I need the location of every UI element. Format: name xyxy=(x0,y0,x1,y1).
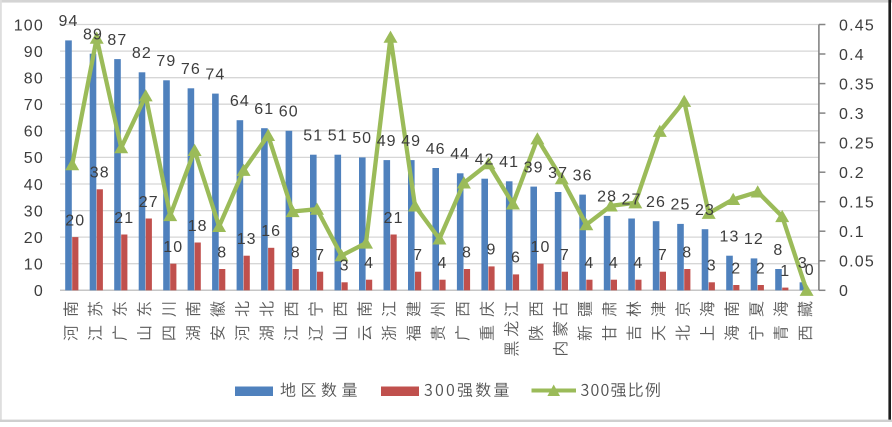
svg-text:4: 4 xyxy=(584,255,594,272)
svg-text:4: 4 xyxy=(609,255,619,272)
svg-text:3: 3 xyxy=(798,255,808,272)
svg-text:79: 79 xyxy=(156,53,176,70)
svg-text:7: 7 xyxy=(413,247,423,264)
svg-text:41: 41 xyxy=(499,154,519,171)
svg-text:13: 13 xyxy=(720,229,740,246)
svg-text:9: 9 xyxy=(487,242,497,259)
svg-text:28: 28 xyxy=(597,189,617,206)
svg-text:12: 12 xyxy=(744,231,764,248)
svg-text:39: 39 xyxy=(524,159,544,176)
svg-text:21: 21 xyxy=(384,210,404,227)
svg-text:0.3: 0.3 xyxy=(839,106,865,123)
svg-text:60: 60 xyxy=(24,124,44,141)
svg-text:8: 8 xyxy=(773,242,783,259)
svg-text:0.2: 0.2 xyxy=(839,165,865,182)
svg-text:0.25: 0.25 xyxy=(839,135,875,152)
svg-text:27: 27 xyxy=(139,194,159,211)
svg-text:50: 50 xyxy=(352,130,372,147)
svg-text:6: 6 xyxy=(511,250,521,267)
svg-text:80: 80 xyxy=(24,71,44,88)
svg-text:37: 37 xyxy=(548,165,568,182)
svg-text:2: 2 xyxy=(731,260,741,277)
svg-text:8: 8 xyxy=(217,244,227,261)
svg-text:0.05: 0.05 xyxy=(839,254,875,271)
svg-text:0.15: 0.15 xyxy=(839,195,875,212)
svg-text:76: 76 xyxy=(181,61,201,78)
svg-text:0: 0 xyxy=(34,283,44,300)
svg-text:2: 2 xyxy=(756,260,766,277)
svg-text:0.1: 0.1 xyxy=(839,224,865,241)
svg-text:8: 8 xyxy=(291,244,301,261)
svg-text:64: 64 xyxy=(230,93,250,110)
svg-text:49: 49 xyxy=(401,133,421,150)
svg-text:21: 21 xyxy=(114,210,134,227)
svg-text:27: 27 xyxy=(622,191,642,208)
svg-text:44: 44 xyxy=(450,146,470,163)
svg-text:7: 7 xyxy=(560,247,570,264)
svg-text:7: 7 xyxy=(315,247,325,264)
svg-text:20: 20 xyxy=(65,212,85,229)
svg-text:10: 10 xyxy=(531,239,551,256)
svg-text:23: 23 xyxy=(695,202,715,219)
svg-text:50: 50 xyxy=(24,150,44,167)
svg-text:82: 82 xyxy=(132,45,152,62)
svg-text:16: 16 xyxy=(261,223,281,240)
svg-text:60: 60 xyxy=(279,104,299,121)
svg-text:36: 36 xyxy=(573,167,593,184)
svg-text:40: 40 xyxy=(24,177,44,194)
svg-text:8: 8 xyxy=(682,244,692,261)
svg-text:4: 4 xyxy=(438,255,448,272)
svg-text:3: 3 xyxy=(340,258,350,275)
svg-text:61: 61 xyxy=(254,101,274,118)
svg-text:49: 49 xyxy=(377,133,397,150)
svg-text:0: 0 xyxy=(839,283,849,300)
svg-text:89: 89 xyxy=(83,27,103,44)
svg-text:42: 42 xyxy=(475,152,495,169)
svg-text:13: 13 xyxy=(237,231,257,248)
svg-text:51: 51 xyxy=(328,128,348,145)
svg-text:1: 1 xyxy=(780,263,790,280)
svg-text:51: 51 xyxy=(303,128,323,145)
svg-text:94: 94 xyxy=(59,13,79,30)
svg-text:7: 7 xyxy=(658,247,668,264)
svg-text:20: 20 xyxy=(24,230,44,247)
svg-text:0.35: 0.35 xyxy=(839,76,875,93)
svg-text:0: 0 xyxy=(805,262,815,279)
svg-text:18: 18 xyxy=(188,218,208,235)
svg-text:3: 3 xyxy=(707,258,717,275)
svg-text:8: 8 xyxy=(462,244,472,261)
svg-text:38: 38 xyxy=(90,165,110,182)
svg-text:90: 90 xyxy=(24,44,44,61)
svg-text:100: 100 xyxy=(14,17,44,34)
svg-text:25: 25 xyxy=(671,197,691,214)
svg-text:26: 26 xyxy=(646,194,666,211)
svg-text:74: 74 xyxy=(205,66,225,83)
svg-text:4: 4 xyxy=(364,255,374,272)
svg-text:0.45: 0.45 xyxy=(839,17,875,34)
svg-text:4: 4 xyxy=(633,255,643,272)
svg-text:10: 10 xyxy=(24,257,44,274)
svg-text:87: 87 xyxy=(107,32,127,49)
svg-text:0.4: 0.4 xyxy=(839,47,865,64)
svg-text:70: 70 xyxy=(24,97,44,114)
svg-text:10: 10 xyxy=(163,239,183,256)
svg-text:30: 30 xyxy=(24,203,44,220)
svg-text:46: 46 xyxy=(426,141,446,158)
